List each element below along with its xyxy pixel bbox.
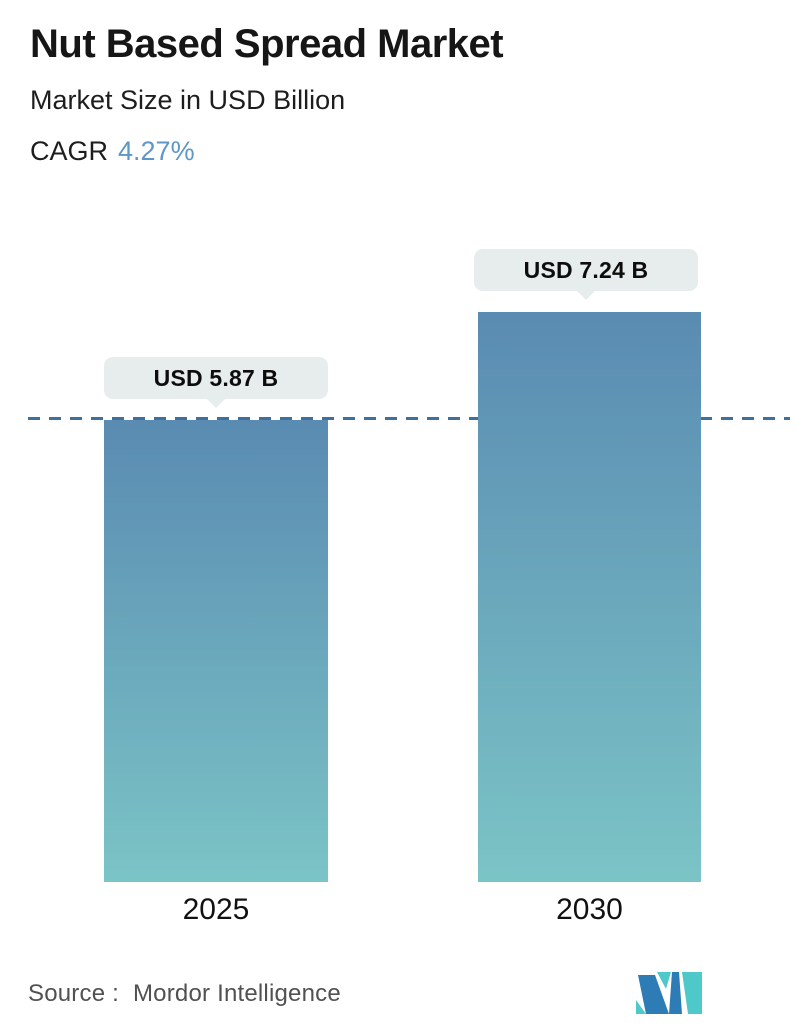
- source-value: Mordor Intelligence: [132, 980, 341, 1007]
- cagr-value: 4.27%: [118, 136, 195, 166]
- value-label-2030-text: USD 7.24 B: [523, 256, 649, 283]
- value-label-2025: USD 5.87 B: [104, 357, 328, 408]
- bar-2030[interactable]: [478, 312, 701, 882]
- cagr-line: CAGR 4.27%: [30, 136, 195, 167]
- source-line: Source : Mordor Intelligence: [28, 980, 341, 1008]
- reference-dashed-line: [28, 417, 790, 420]
- value-label-2030: USD 7.24 B: [474, 249, 698, 300]
- source-label: Source :: [28, 980, 119, 1007]
- value-label-2025-text: USD 5.87 B: [153, 364, 279, 391]
- axis-label-2030: 2030: [556, 893, 623, 926]
- chart-subtitle: Market Size in USD Billion: [30, 85, 346, 115]
- label-pointer-icon: [206, 398, 226, 408]
- cagr-label: CAGR: [30, 136, 109, 166]
- label-pointer-icon: [576, 290, 596, 300]
- page-title: Nut Based Spread Market: [30, 22, 504, 66]
- mordor-intelligence-logo: [636, 972, 702, 1014]
- axis-label-2025: 2025: [182, 893, 250, 926]
- bar-2025[interactable]: [104, 420, 328, 882]
